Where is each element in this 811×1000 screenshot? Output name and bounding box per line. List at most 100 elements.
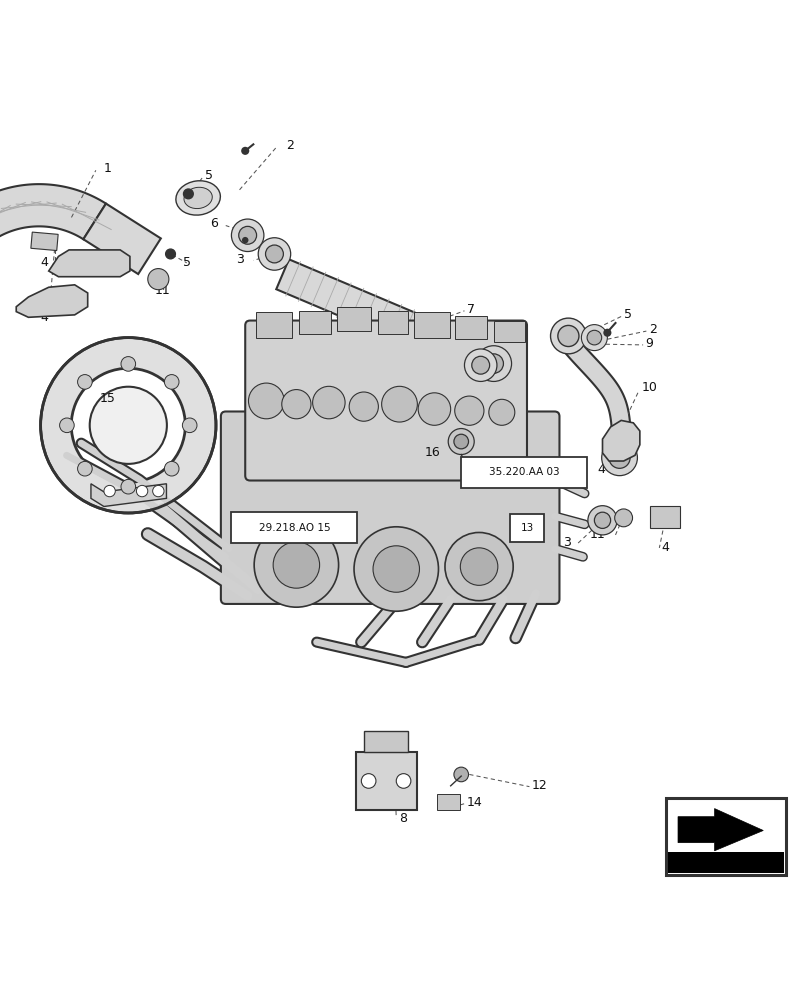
Circle shape	[59, 418, 74, 433]
Circle shape	[454, 396, 483, 425]
Circle shape	[164, 375, 178, 389]
Bar	[337, 307, 371, 331]
Polygon shape	[602, 420, 639, 461]
Text: 3: 3	[562, 536, 570, 549]
Circle shape	[281, 390, 311, 419]
Circle shape	[89, 387, 167, 464]
Text: 4: 4	[41, 256, 49, 269]
Text: 15: 15	[99, 392, 115, 405]
Polygon shape	[0, 184, 106, 279]
Bar	[31, 232, 58, 251]
Polygon shape	[84, 204, 161, 274]
Circle shape	[587, 506, 616, 535]
Bar	[493, 321, 524, 342]
Polygon shape	[363, 731, 408, 752]
Circle shape	[231, 219, 264, 252]
Circle shape	[586, 330, 601, 345]
Text: 2: 2	[649, 323, 657, 336]
Circle shape	[448, 429, 474, 455]
Circle shape	[248, 383, 284, 419]
Circle shape	[354, 527, 438, 611]
Circle shape	[254, 523, 338, 607]
FancyBboxPatch shape	[221, 411, 559, 604]
Circle shape	[601, 440, 637, 476]
Circle shape	[372, 546, 419, 592]
Circle shape	[165, 249, 175, 259]
Circle shape	[608, 447, 629, 468]
Text: 2: 2	[285, 139, 294, 152]
Bar	[436, 794, 459, 810]
Text: 9: 9	[645, 337, 653, 350]
Circle shape	[550, 318, 586, 354]
Circle shape	[557, 325, 578, 347]
Ellipse shape	[176, 181, 220, 215]
Bar	[298, 311, 331, 334]
Circle shape	[418, 393, 450, 425]
Circle shape	[121, 479, 135, 494]
Text: 4: 4	[661, 541, 669, 554]
Bar	[377, 311, 408, 334]
Text: 29.218.AO 15: 29.218.AO 15	[258, 523, 330, 533]
Bar	[454, 316, 487, 339]
Polygon shape	[91, 484, 166, 506]
Text: 8: 8	[399, 812, 407, 825]
Text: 11: 11	[154, 284, 169, 297]
Bar	[231, 512, 357, 543]
Circle shape	[241, 147, 249, 155]
Bar	[255, 312, 292, 338]
Text: 1: 1	[104, 162, 112, 175]
Circle shape	[78, 375, 92, 389]
Circle shape	[272, 542, 320, 588]
Circle shape	[581, 325, 607, 351]
Text: 14: 14	[466, 796, 482, 809]
Circle shape	[242, 237, 248, 243]
Bar	[414, 312, 449, 338]
Circle shape	[594, 512, 610, 528]
Circle shape	[312, 386, 345, 419]
Polygon shape	[16, 285, 88, 317]
Text: 16: 16	[425, 446, 440, 459]
Circle shape	[182, 418, 197, 433]
Circle shape	[78, 461, 92, 476]
Text: 4: 4	[596, 463, 604, 476]
Polygon shape	[49, 250, 130, 277]
Circle shape	[164, 461, 178, 476]
Circle shape	[121, 357, 135, 371]
Circle shape	[148, 269, 169, 290]
Text: 12: 12	[531, 779, 547, 792]
Text: 5: 5	[182, 256, 191, 269]
Circle shape	[361, 774, 375, 788]
Circle shape	[104, 485, 115, 497]
Circle shape	[258, 238, 290, 270]
Circle shape	[183, 189, 193, 199]
Circle shape	[614, 509, 632, 527]
Circle shape	[444, 532, 513, 601]
Text: 11: 11	[589, 528, 604, 541]
Circle shape	[381, 386, 417, 422]
Text: 5: 5	[205, 169, 213, 182]
Polygon shape	[276, 259, 500, 379]
Circle shape	[238, 226, 256, 244]
Circle shape	[453, 434, 468, 449]
Text: 4: 4	[41, 311, 49, 324]
Bar	[665, 798, 785, 875]
Text: 3: 3	[235, 253, 243, 266]
Bar	[509, 514, 543, 542]
Polygon shape	[677, 809, 762, 851]
Bar	[667, 852, 783, 873]
FancyBboxPatch shape	[245, 321, 526, 481]
Circle shape	[460, 548, 497, 585]
Bar	[461, 457, 586, 488]
Circle shape	[483, 354, 503, 373]
Circle shape	[152, 485, 164, 497]
Text: 3: 3	[493, 333, 501, 346]
Ellipse shape	[184, 187, 212, 209]
Text: 5: 5	[623, 308, 631, 321]
Circle shape	[136, 485, 148, 497]
Text: 13: 13	[520, 523, 533, 533]
Bar	[355, 752, 416, 810]
Circle shape	[265, 245, 283, 263]
Text: 6: 6	[209, 217, 217, 230]
Circle shape	[475, 346, 511, 381]
Circle shape	[453, 767, 468, 782]
